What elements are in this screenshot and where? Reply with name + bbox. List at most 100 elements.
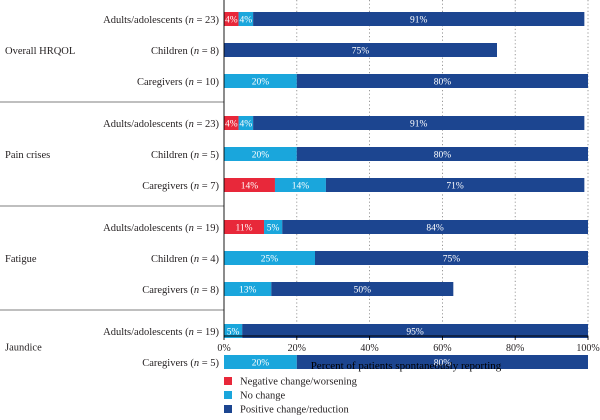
data-label: 91% [410,16,428,26]
row-label-paren: ( [190,181,194,192]
row-label: Children (n = 5) [151,150,220,161]
data-label: 75% [352,47,370,57]
data-label: 25% [261,255,279,265]
row-label-count: = 7) [199,181,219,192]
data-label: 84% [426,224,444,234]
row-label-count: = 10) [194,77,220,88]
row-label-group: Adults/adolescents [103,15,185,26]
data-label: 11% [235,224,252,234]
bar-segment-no-change [224,74,297,88]
bar-segment-positive [224,43,497,57]
legend-label: Negative change/worsening [240,377,358,388]
row-label-group: Children [151,254,190,265]
bar-segment-no-change [274,178,326,192]
row-label: Children (n = 8) [151,46,220,57]
group-label: Jaundice [5,343,42,354]
labels-layer: Adults/adolescents (n = 23) 4% 4% 91%Childr… [5,15,464,369]
bar-segment-negative [224,116,239,130]
grid-layer [0,0,589,336]
row-label-n: n [194,150,199,161]
data-label: 71% [446,182,464,192]
data-label: 4% [240,120,253,130]
bar-segment-positive [296,147,588,161]
row-label-group: Adults/adolescents [103,327,185,338]
bar-segment-positive [296,74,588,88]
x-tick-label: 100% [576,343,599,354]
row-label-n: n [194,181,199,192]
data-label: 20% [252,359,270,369]
bar-segment-no-change [238,12,254,26]
x-tick-label: 40% [360,343,378,354]
row-label: Adults/adolescents (n = 19) [103,223,219,234]
legend-swatch-no-change [224,391,232,399]
legend-label: Positive change/reduction [240,405,350,416]
bar-segment-positive [253,12,585,26]
data-label: 80% [434,78,452,88]
row-label-count: = 5) [199,150,219,161]
bar-segment-no-change [224,251,315,265]
data-label: 4% [225,120,238,130]
row-label-n: n [194,46,199,57]
bar-segment-no-change [224,324,243,338]
bar-segment-no-change [264,220,283,234]
row-label: Adults/adolescents (n = 23) [103,119,219,130]
row-label-n: n [189,327,194,338]
bar-segment-positive [325,178,585,192]
row-label-n: n [194,285,199,296]
row-label-count: = 23) [194,119,220,130]
x-axis: 0% 20% 40% 60% 80% 100% [217,0,600,354]
row-label-paren: ( [190,150,194,161]
row-label-n: n [194,358,199,369]
data-label: 50% [354,286,372,296]
row-label: Caregivers (n = 5) [142,358,219,369]
row-label-paren: ( [185,119,189,130]
row-label-group: Children [151,150,190,161]
bar-segment-negative [224,220,265,234]
group-label: Pain crises [5,150,50,161]
row-label-count: = 4) [199,254,219,265]
row-label-group: Adults/adolescents [103,223,185,234]
data-label: 5% [267,224,280,234]
row-label-group: Children [151,46,190,57]
row-label-paren: ( [185,327,189,338]
x-tick-label: 80% [506,343,524,354]
bar-segment-negative [224,12,239,26]
row-label: Caregivers (n = 10) [137,77,220,88]
row-label-paren: ( [185,15,189,26]
x-axis-title: Percent of patients spontaneously report… [311,360,502,372]
bar-segment-no-change [224,282,272,296]
legend-swatch-negative [224,377,232,385]
row-label-count: = 8) [199,46,219,57]
row-label-group: Caregivers [142,285,190,296]
bar-segment-positive [315,251,588,265]
legend-label: No change [240,391,286,402]
x-tick-label: 0% [217,343,230,354]
bar-segment-no-change [238,116,254,130]
data-label: 95% [406,328,424,338]
row-label-count: = 5) [199,358,219,369]
data-label: 14% [241,182,259,192]
legend-swatch-positive [224,405,232,413]
data-label: 5% [227,328,240,338]
data-label: 91% [410,120,428,130]
data-label: 80% [434,359,452,369]
row-label-paren: ( [185,223,189,234]
row-label: Caregivers (n = 7) [142,181,219,192]
data-label: 75% [443,255,461,265]
bar-segment-positive [253,116,585,130]
group-label: Overall HRQOL [5,46,75,57]
bar-segment-negative [224,178,275,192]
bar-segment-positive [271,282,454,296]
row-label-group: Adults/adolescents [103,119,185,130]
row-label-n: n [194,254,199,265]
bar-segment-no-change [224,355,297,369]
bars-layer [224,12,588,369]
bar-segment-positive [242,324,588,338]
data-label: 14% [292,182,310,192]
data-label: 20% [252,78,270,88]
row-label-n: n [189,77,194,88]
row-label-count: = 19) [194,223,220,234]
row-label-group: Caregivers [142,358,190,369]
row-label-group: Caregivers [142,181,190,192]
